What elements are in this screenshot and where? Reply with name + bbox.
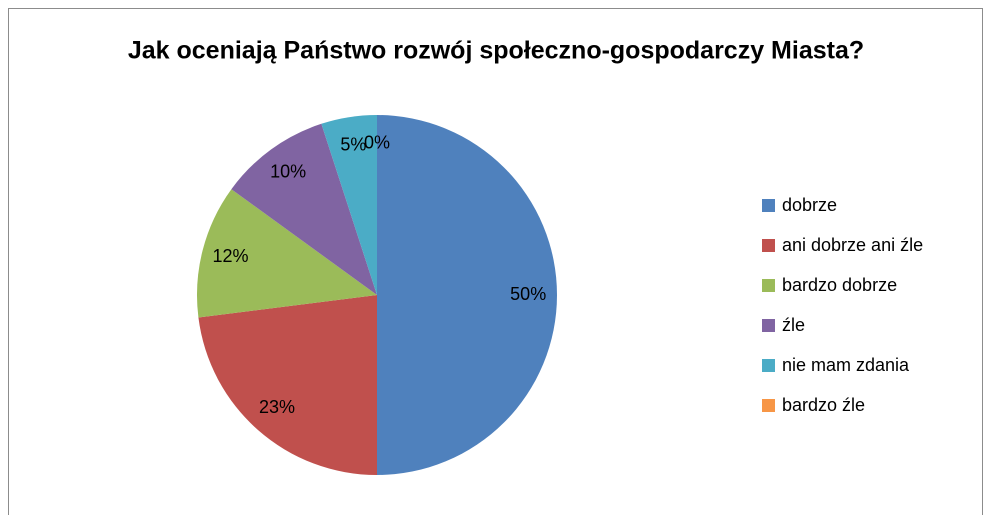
legend-label: bardzo dobrze [782, 275, 897, 295]
pie-slice [198, 295, 377, 475]
legend-label: dobrze [782, 195, 837, 215]
legend-label: nie mam zdania [782, 355, 910, 375]
data-label: 23% [259, 397, 295, 417]
legend-swatch [762, 239, 775, 252]
legend-label: bardzo źle [782, 395, 865, 415]
legend-swatch [762, 199, 775, 212]
data-label: 10% [270, 161, 306, 181]
pie-slice [377, 115, 557, 475]
pie-slice [231, 123, 377, 295]
pie-slice [321, 115, 377, 295]
legend-swatch [762, 279, 775, 292]
data-label: 5% [340, 134, 366, 154]
legend-swatch [762, 399, 775, 412]
chart-title: Jak oceniają Państwo rozwój społeczno-go… [128, 37, 864, 65]
pie-slice [197, 189, 377, 318]
legend-swatch [762, 359, 775, 372]
legend-label: ani dobrze ani źle [782, 235, 923, 255]
chart-frame [8, 8, 983, 515]
legend-label: źle [782, 315, 805, 335]
data-label: 12% [213, 246, 249, 266]
legend-swatch [762, 319, 775, 332]
data-label: 0% [364, 133, 390, 153]
data-label: 50% [510, 284, 546, 304]
